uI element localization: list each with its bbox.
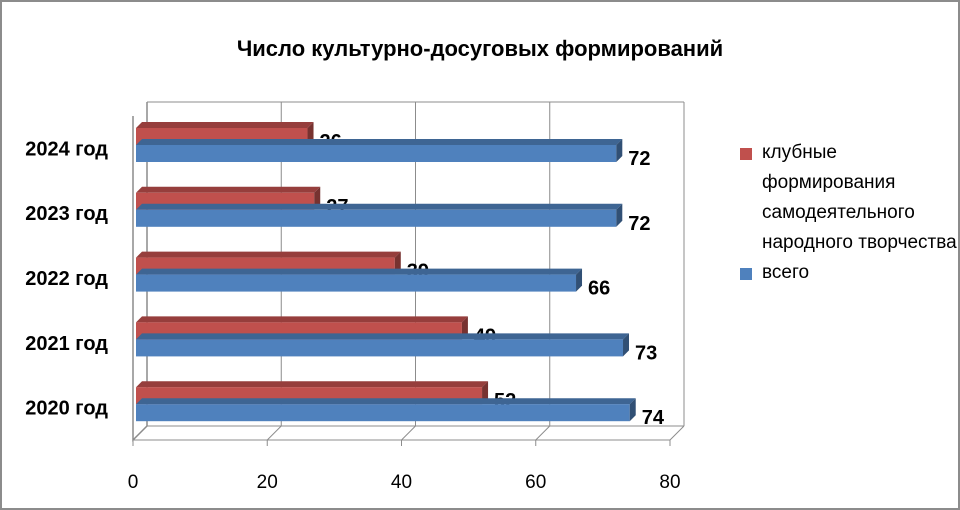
bar-top-face — [136, 251, 401, 258]
bar-top-face — [136, 333, 630, 340]
gridline-floor — [132, 425, 148, 441]
bar — [136, 339, 624, 357]
x-tick-label: 20 — [257, 472, 278, 493]
data-label: 73 — [635, 342, 657, 364]
bar — [136, 209, 617, 227]
bar-side-face — [623, 333, 630, 357]
bar-top-face — [136, 381, 489, 388]
x-tick-label: 60 — [525, 472, 546, 493]
gridline-floor — [401, 425, 416, 441]
bar — [136, 404, 630, 422]
legend-swatch-clubs — [740, 148, 752, 160]
data-label: 66 — [588, 278, 610, 300]
data-label: 72 — [628, 213, 650, 235]
category-label: 2021 год — [25, 333, 108, 355]
bar-side-face — [616, 203, 623, 227]
x-tick-label: 40 — [391, 472, 412, 493]
gridline-floor — [266, 425, 282, 441]
bar-top-face — [136, 203, 623, 210]
category-label: 2020 год — [25, 398, 108, 420]
gridline-floor — [669, 425, 685, 441]
bar-side-face — [629, 398, 636, 422]
gridline-floor — [535, 425, 551, 441]
bar-top-face — [136, 186, 321, 193]
category-label: 2023 год — [25, 203, 108, 225]
data-label: 74 — [642, 407, 665, 429]
data-label: 72 — [628, 148, 650, 170]
category-label: 2022 год — [25, 268, 108, 290]
bar-top-face — [136, 122, 314, 128]
legend-entry-clubs: клубные формирования самодеятельного нар… — [738, 138, 958, 258]
bar-top-face — [136, 398, 636, 405]
legend: клубные формирования самодеятельного нар… — [738, 138, 958, 288]
bar-side-face — [576, 268, 583, 292]
bar — [136, 145, 617, 162]
x-tick-label: 0 — [128, 472, 139, 493]
legend-label-clubs: клубные формирования самодеятельного нар… — [762, 142, 957, 253]
chart-title: Число культурно-досуговых формирований — [236, 36, 724, 61]
bar-top-face — [136, 316, 468, 323]
bar-top-face — [136, 139, 623, 145]
legend-entry-total: всего — [738, 258, 958, 288]
x-tick-label: 80 — [659, 472, 680, 493]
legend-label-total: всего — [762, 262, 810, 283]
bar-top-face — [136, 268, 583, 275]
bar-side-face — [616, 139, 623, 162]
category-label: 2024 год — [25, 138, 108, 160]
bar — [136, 274, 577, 292]
legend-swatch-total — [740, 268, 752, 280]
